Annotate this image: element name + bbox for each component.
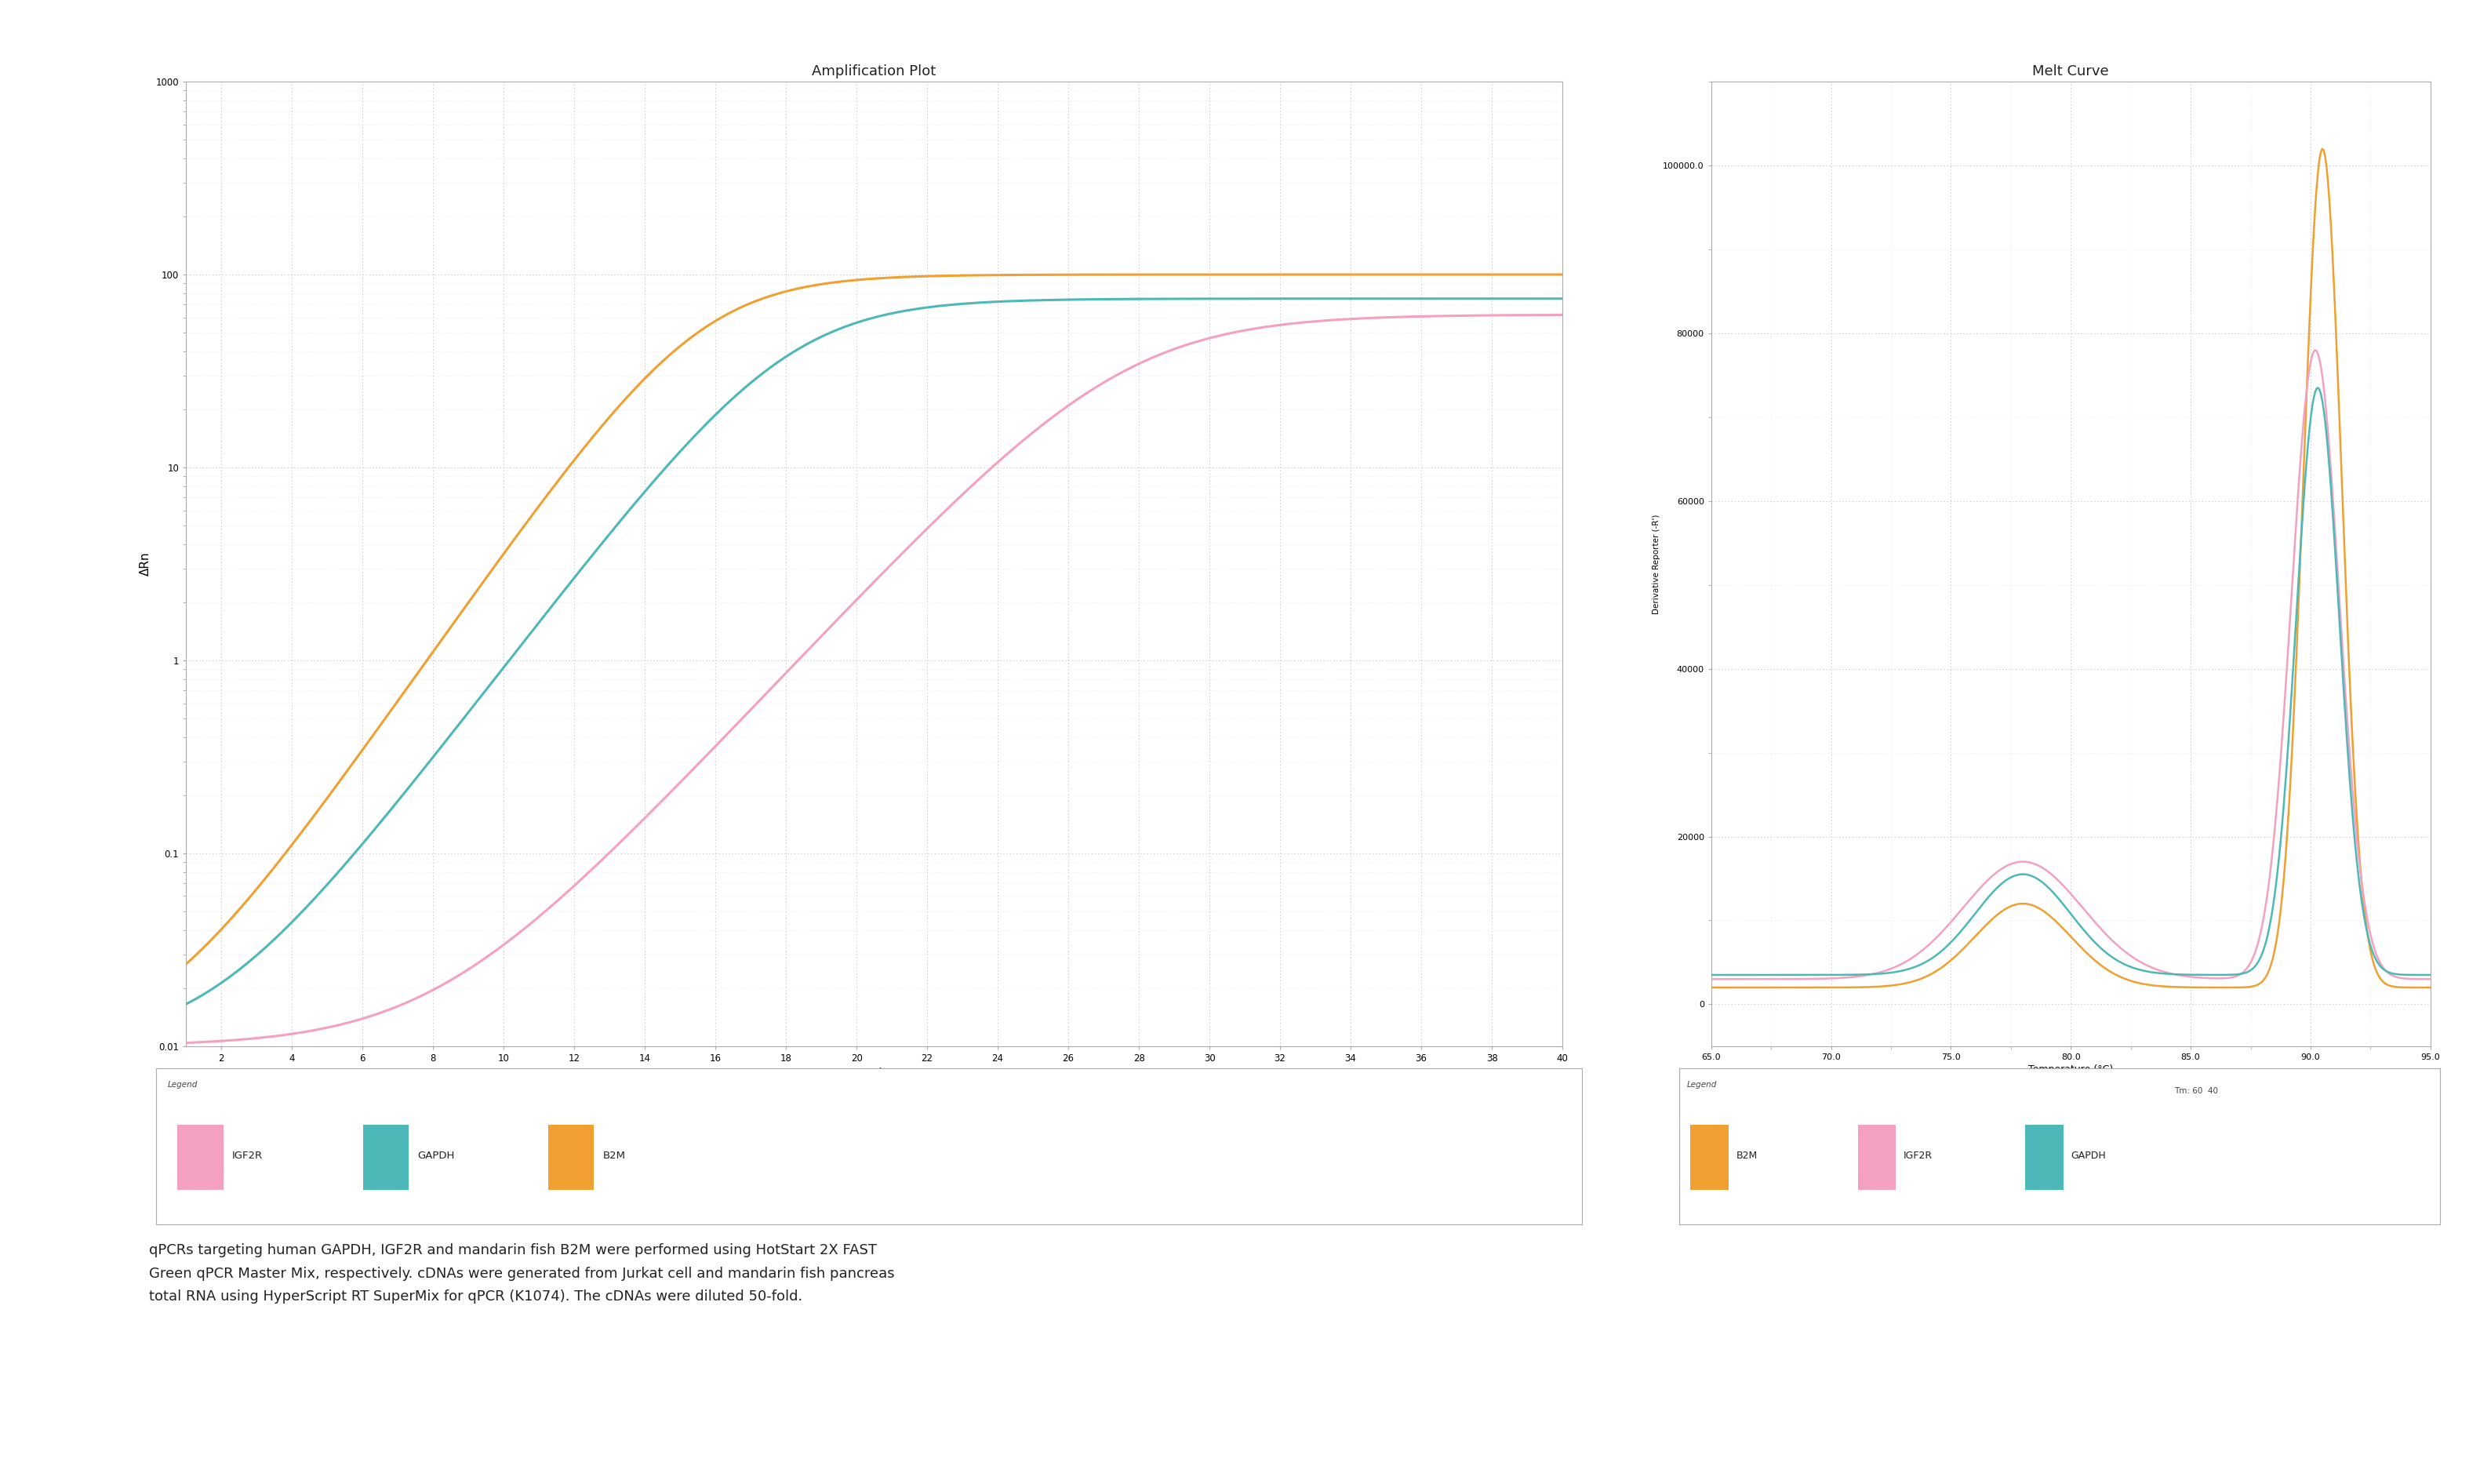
- Bar: [179, 1125, 223, 1190]
- Text: IGF2R: IGF2R: [231, 1150, 263, 1160]
- Y-axis label: ΔRn: ΔRn: [139, 552, 151, 576]
- Bar: [2026, 1125, 2063, 1190]
- Text: Legend: Legend: [1686, 1080, 1716, 1089]
- Y-axis label: Derivative Reporter (-R'): Derivative Reporter (-R'): [1652, 513, 1662, 614]
- Text: Tm: 60  40: Tm: 60 40: [2175, 1088, 2217, 1095]
- Text: B2M: B2M: [1736, 1150, 1758, 1160]
- X-axis label: Temperature (°C): Temperature (°C): [2029, 1064, 2113, 1074]
- Bar: [1691, 1125, 1729, 1190]
- Text: IGF2R: IGF2R: [1905, 1150, 1932, 1160]
- Text: qPCRs targeting human GAPDH, IGF2R and mandarin fish B2M were performed using Ho: qPCRs targeting human GAPDH, IGF2R and m…: [149, 1244, 895, 1303]
- Text: Legend: Legend: [169, 1080, 198, 1089]
- X-axis label: Cycle: Cycle: [858, 1068, 890, 1079]
- Bar: [362, 1125, 409, 1190]
- Bar: [548, 1125, 595, 1190]
- Title: Melt Curve: Melt Curve: [2034, 64, 2108, 79]
- Text: B2M: B2M: [603, 1150, 625, 1160]
- Text: GAPDH: GAPDH: [2071, 1150, 2106, 1160]
- Bar: [1858, 1125, 1895, 1190]
- Text: GAPDH: GAPDH: [417, 1150, 454, 1160]
- Title: Amplification Plot: Amplification Plot: [811, 64, 937, 79]
